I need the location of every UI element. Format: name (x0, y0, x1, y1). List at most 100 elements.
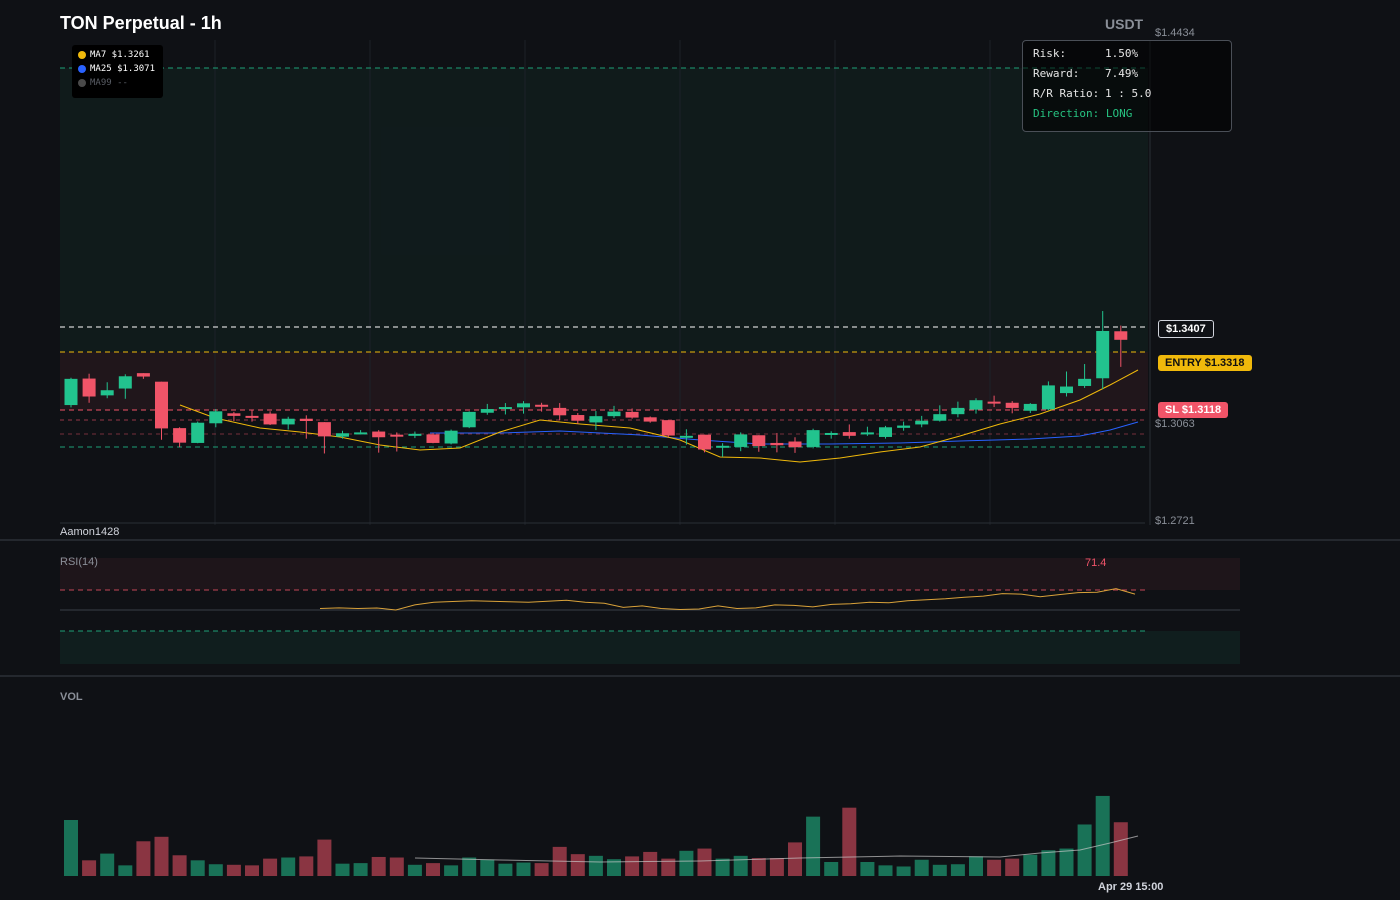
candle-body[interactable] (1096, 330, 1110, 379)
volume-bar (987, 859, 1002, 876)
candle-body[interactable] (444, 430, 458, 444)
candle-body[interactable] (1023, 403, 1037, 411)
candle-body[interactable] (625, 411, 639, 418)
candle-body[interactable] (969, 400, 983, 410)
candle-body[interactable] (209, 411, 223, 424)
volume-bar (1113, 822, 1128, 876)
time-axis-label: Apr 29 15:00 (1098, 881, 1164, 893)
entry-price-tag[interactable]: ENTRY $1.3318 (1158, 355, 1252, 371)
candle-body[interactable] (118, 376, 132, 389)
legend-ma7[interactable]: MA7 $1.3261 (72, 48, 163, 62)
candle-body[interactable] (734, 434, 748, 447)
volume-bar (136, 841, 151, 876)
candle-body[interactable] (462, 411, 476, 428)
volume-bar (733, 855, 748, 876)
candle-body[interactable] (788, 441, 802, 448)
volume-bar (281, 857, 296, 876)
candle-body[interactable] (281, 418, 295, 425)
volume-bar (1005, 858, 1020, 876)
candle-body[interactable] (535, 404, 549, 407)
volume-bar (190, 860, 205, 876)
candle-body[interactable] (299, 418, 313, 422)
legend-ma25[interactable]: MA25 $1.3071 (72, 62, 163, 76)
candle-body[interactable] (752, 435, 766, 447)
ma99-dot-icon (78, 79, 86, 87)
candle-body[interactable] (136, 373, 150, 377)
candle-body[interactable] (336, 433, 349, 437)
volume-bar (480, 859, 495, 876)
rr-ratio-row: R/R Ratio: 1 : 5.0 (1033, 87, 1221, 107)
candle-body[interactable] (517, 403, 530, 408)
candle-body[interactable] (155, 381, 168, 429)
candle-body[interactable] (698, 434, 711, 450)
candle-body[interactable] (64, 378, 78, 406)
candle-body[interactable] (842, 432, 856, 436)
volume-bar (172, 855, 187, 876)
candle-body[interactable] (1078, 378, 1092, 386)
candlestick-series[interactable] (64, 311, 1128, 457)
candle-body[interactable] (951, 407, 965, 415)
candle-body[interactable] (498, 407, 512, 410)
price-grid (214, 40, 991, 525)
candle-body[interactable] (263, 413, 277, 425)
candle-body[interactable] (897, 425, 911, 428)
volume-bar (426, 863, 440, 876)
candle-body[interactable] (607, 411, 621, 417)
candle-body[interactable] (806, 430, 820, 447)
candle-body[interactable] (643, 417, 657, 422)
candle-body[interactable] (879, 427, 892, 437)
reward-label: Reward: (1033, 67, 1080, 80)
volume-bar (317, 839, 332, 876)
candle-body[interactable] (824, 432, 838, 435)
candle-body[interactable] (933, 414, 947, 421)
candle-body[interactable] (372, 431, 386, 438)
candle-body[interactable] (173, 428, 187, 443)
ma-legend: MA7 $1.3261 MA25 $1.3071 MA99 -- (72, 45, 163, 98)
candle-body[interactable] (390, 434, 404, 437)
candle-body[interactable] (191, 422, 205, 443)
candle-body[interactable] (245, 415, 259, 418)
candle-body[interactable] (354, 432, 368, 435)
ma25-dot-icon (78, 65, 86, 73)
legend-ma99[interactable]: MA99 -- (72, 76, 163, 90)
volume-bar (769, 858, 784, 876)
volume-bar (462, 857, 477, 876)
volume-bar (661, 858, 676, 876)
risk-reward-panel: Risk: 1.50% Reward: 7.49% R/R Ratio: 1 : 5.… (1022, 40, 1232, 132)
candle-body[interactable] (860, 432, 874, 435)
rsi-pane-label: RSI(14) (60, 556, 98, 568)
candle-body[interactable] (915, 420, 929, 425)
volume-bar (353, 863, 368, 876)
volume-bar (335, 863, 350, 876)
candle-body[interactable] (987, 401, 1001, 404)
volume-bar (389, 857, 404, 876)
volume-bar (1095, 795, 1110, 876)
reward-value: 7.49% (1105, 67, 1139, 80)
candle-body[interactable] (1041, 385, 1055, 410)
candle-body[interactable] (480, 409, 494, 413)
volume-bar (842, 807, 857, 876)
candle-body[interactable] (770, 442, 784, 446)
volume-bar (1059, 848, 1074, 876)
candle-body[interactable] (100, 390, 114, 396)
author-watermark: Aamon1428 (60, 526, 120, 538)
candle-body[interactable] (1005, 402, 1019, 408)
stop-loss-tag[interactable]: SL $1.3118 (1158, 402, 1229, 418)
candle-body[interactable] (1060, 386, 1073, 394)
risk-label: Risk: (1033, 47, 1067, 60)
candle-body[interactable] (553, 407, 567, 416)
candle-body[interactable] (679, 435, 693, 438)
candle-body[interactable] (571, 415, 585, 421)
candle-body[interactable] (426, 434, 440, 443)
candle-body[interactable] (227, 413, 241, 416)
candle-body[interactable] (716, 445, 730, 448)
candle-body[interactable] (589, 416, 603, 423)
rsi-oversold-zone (60, 631, 1240, 664)
candle-body[interactable] (82, 378, 96, 397)
volume-bar (570, 854, 585, 876)
candle-body[interactable] (317, 422, 331, 437)
candle-body[interactable] (661, 420, 675, 436)
candle-body[interactable] (408, 433, 422, 436)
candle-body[interactable] (1114, 331, 1128, 340)
